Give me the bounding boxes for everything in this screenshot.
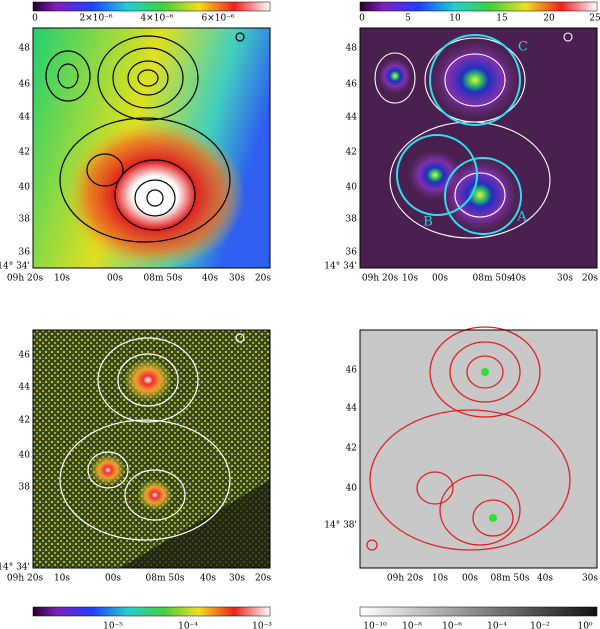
colorbar-label: 10⁻⁴: [487, 622, 507, 629]
ra-label: 30s: [229, 574, 245, 584]
ra-label: 40s: [510, 274, 526, 284]
colorbar-label: 10⁻³: [252, 622, 272, 629]
dec-label: 46: [346, 366, 358, 376]
source-label: B: [423, 215, 433, 230]
colorbar-label: 10⁻⁵: [103, 622, 123, 629]
ra-label: 08m 50s: [146, 574, 185, 584]
dec-label: 44: [19, 113, 31, 123]
dec-label: 44: [346, 404, 358, 414]
dec-label: 46: [19, 351, 31, 361]
dec-label: 38: [346, 215, 358, 225]
colorbar-label: 0: [359, 14, 365, 24]
ra-label: 09h 20s: [362, 274, 399, 284]
ra-label: 40s: [537, 574, 553, 584]
dec-label: 46: [346, 80, 358, 90]
dec-label: 36: [19, 248, 31, 258]
dec-label: 40: [346, 484, 358, 494]
colorbar-label: 5: [405, 14, 411, 24]
ra-label: 30s: [582, 574, 598, 584]
ra-label: 10s: [402, 274, 418, 284]
ra-label: 40s: [200, 574, 216, 584]
colorbar-label: 10⁻⁸: [402, 622, 422, 629]
colorbar-label: 10⁻²: [530, 622, 550, 629]
ra-label: 20s: [255, 274, 271, 284]
colorbar-label: 10⁰: [577, 622, 592, 629]
source-label: A: [516, 210, 527, 225]
ra-label: 08m 50s: [473, 274, 512, 284]
ra-label: 10s: [54, 574, 70, 584]
colorbar-label: 4×10⁻⁶: [140, 14, 173, 24]
dec-label: 14° 34': [0, 262, 30, 272]
dec-label: 40: [19, 451, 31, 461]
dec-label: 14° 34': [324, 262, 357, 272]
dec-label: 46: [19, 80, 31, 90]
ra-label: 20s: [255, 574, 271, 584]
ra-label: 30s: [557, 274, 573, 284]
ra-label: 00s: [105, 574, 121, 584]
ra-label: 10s: [54, 274, 70, 284]
colorbar-label: 10⁻⁶: [442, 622, 462, 629]
dec-label: 40: [19, 183, 31, 193]
source-label: C: [518, 40, 528, 55]
ra-label: 00s: [107, 274, 123, 284]
dec-label: 40: [346, 183, 358, 193]
ra-label: 09h 20s: [7, 574, 44, 584]
colorbar-label: 25: [589, 14, 600, 24]
colorbar-label: 0: [32, 14, 38, 24]
ra-label: 00s: [432, 274, 448, 284]
dec-label: 14° 38': [324, 521, 357, 531]
ra-label: 09h 20s: [7, 274, 44, 284]
ra-label: 08m 50s: [144, 274, 183, 284]
dec-label: 44: [346, 113, 358, 123]
dec-label: 42: [346, 148, 357, 158]
ra-label: 09h 20s: [387, 574, 424, 584]
ra-label: 00s: [462, 574, 478, 584]
dec-label: 48: [19, 44, 31, 54]
dec-label: 38: [19, 483, 31, 493]
dec-label: 42: [19, 416, 30, 426]
dec-label: 42: [19, 148, 30, 158]
ra-label: 20s: [582, 274, 598, 284]
ra-label: 08m 50s: [491, 574, 530, 584]
colorbar-label: 15: [496, 14, 508, 24]
dec-label: 48: [346, 44, 358, 54]
dec-label: 42: [346, 444, 357, 454]
colorbar-label: 10: [449, 14, 461, 24]
dec-label: 14° 34': [0, 563, 30, 573]
colorbar-label: 2×10⁻⁶: [79, 14, 112, 24]
dec-label: 38: [19, 215, 31, 225]
colorbar-label: 6×10⁻⁶: [201, 14, 234, 24]
colorbar-label: 20: [543, 14, 555, 24]
colorbar-label: 10⁻⁴: [178, 622, 198, 629]
ra-label: 10s: [432, 574, 448, 584]
ra-label: 40s: [202, 274, 218, 284]
dec-label: 44: [19, 383, 31, 393]
dec-label: 36: [346, 248, 358, 258]
panel-images: [32, 1, 598, 617]
ra-label: 30s: [229, 274, 245, 284]
colorbar-label: 10⁻¹⁰: [363, 622, 387, 629]
